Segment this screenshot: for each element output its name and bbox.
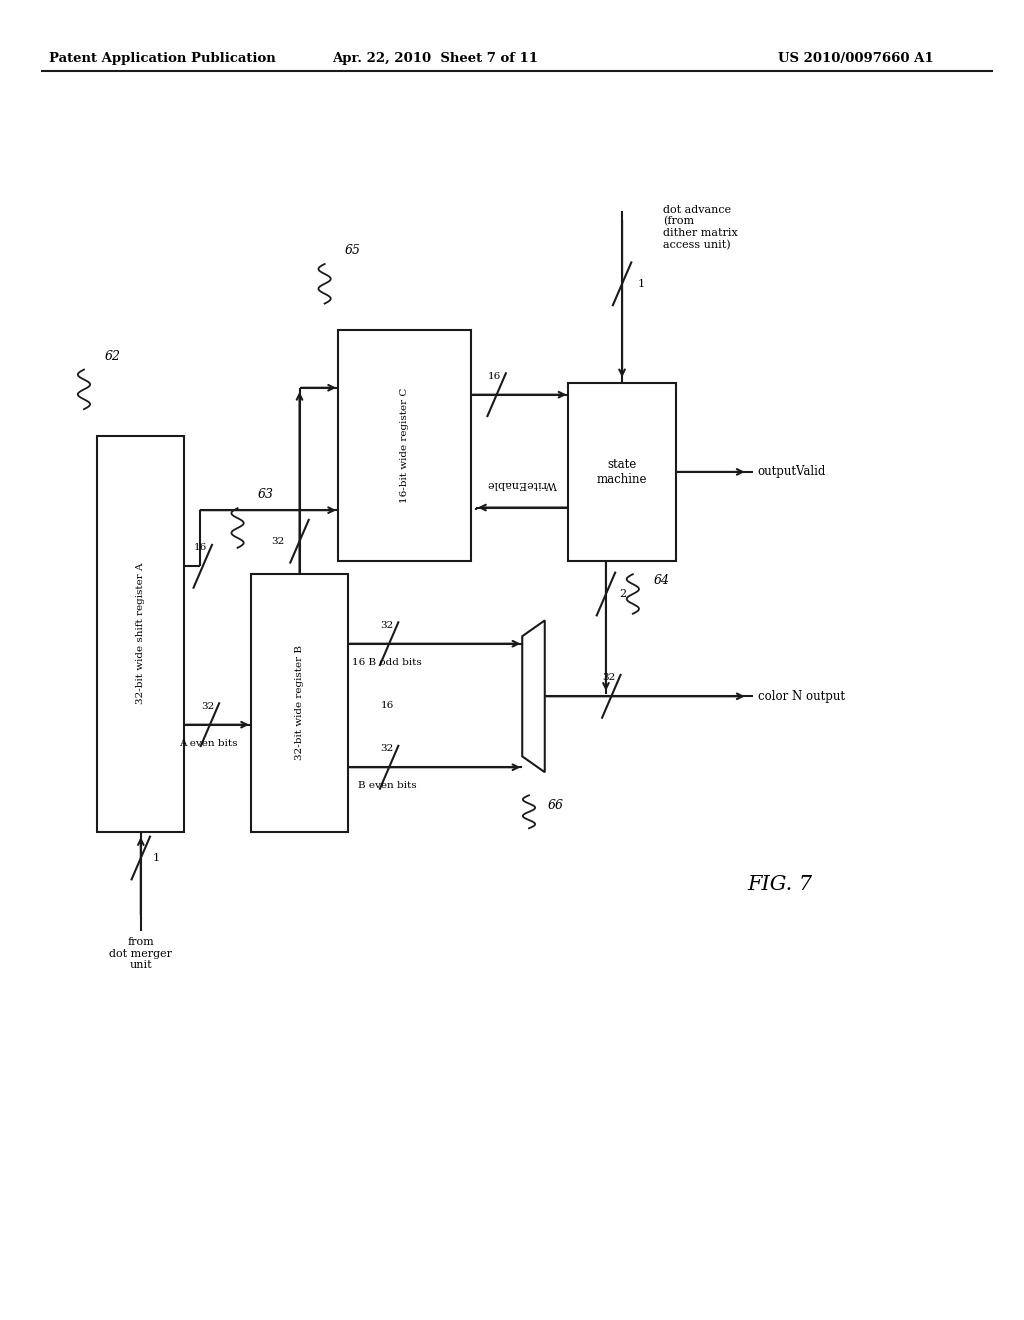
Text: 16: 16 <box>488 372 501 380</box>
Text: 1: 1 <box>154 853 160 863</box>
Text: 16: 16 <box>381 701 393 710</box>
Text: US 2010/0097660 A1: US 2010/0097660 A1 <box>778 51 934 65</box>
Text: Apr. 22, 2010  Sheet 7 of 11: Apr. 22, 2010 Sheet 7 of 11 <box>332 51 539 65</box>
Text: state
machine: state machine <box>597 458 647 486</box>
Bar <box>338 330 471 561</box>
Text: A even bits: A even bits <box>178 739 238 747</box>
Text: from
dot merger
unit: from dot merger unit <box>110 937 172 970</box>
Text: 32: 32 <box>381 620 393 630</box>
Text: 65: 65 <box>345 244 361 257</box>
Text: 2: 2 <box>620 589 627 599</box>
Text: 1: 1 <box>637 279 644 289</box>
Text: 32: 32 <box>271 537 284 545</box>
Bar <box>251 574 348 832</box>
Text: 16 B odd bits: 16 B odd bits <box>352 657 422 667</box>
Text: 32: 32 <box>381 744 393 754</box>
Text: 66: 66 <box>548 799 563 812</box>
Text: 32-bit wide shift register A: 32-bit wide shift register A <box>136 562 145 705</box>
Text: 16: 16 <box>195 544 207 552</box>
Text: 16-bit wide register C: 16-bit wide register C <box>400 388 409 503</box>
Text: 32: 32 <box>603 673 615 682</box>
Text: color N output: color N output <box>758 690 845 702</box>
Text: 64: 64 <box>653 574 670 587</box>
Text: FIG. 7: FIG. 7 <box>748 875 813 894</box>
Polygon shape <box>522 620 545 772</box>
Text: Patent Application Publication: Patent Application Publication <box>49 51 275 65</box>
Text: outputValid: outputValid <box>758 466 826 478</box>
Text: WriteEnable: WriteEnable <box>487 479 557 488</box>
Text: dot advance
(from
dither matrix
access unit): dot advance (from dither matrix access u… <box>664 205 737 251</box>
Bar <box>568 383 676 561</box>
Text: 63: 63 <box>258 488 274 502</box>
Text: B even bits: B even bits <box>357 781 417 791</box>
Text: 32-bit wide register B: 32-bit wide register B <box>295 645 304 760</box>
Text: 62: 62 <box>104 350 121 363</box>
Text: 32: 32 <box>202 702 214 710</box>
Bar <box>97 436 184 832</box>
